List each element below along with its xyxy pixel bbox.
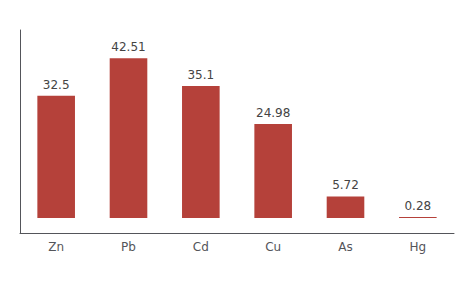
svg-text:24.98: 24.98 <box>256 106 290 120</box>
svg-text:Zn: Zn <box>48 240 64 254</box>
svg-text:5.72: 5.72 <box>332 178 359 192</box>
svg-text:0.28: 0.28 <box>404 199 431 213</box>
svg-text:Hg: Hg <box>410 240 427 254</box>
svg-text:35.1: 35.1 <box>187 68 214 82</box>
svg-text:As: As <box>338 240 352 254</box>
svg-text:Cd: Cd <box>193 240 209 254</box>
svg-text:32.5: 32.5 <box>43 78 70 92</box>
svg-text:Cu: Cu <box>265 240 281 254</box>
svg-text:42.51: 42.51 <box>111 40 145 54</box>
svg-text:Pb: Pb <box>121 240 136 254</box>
